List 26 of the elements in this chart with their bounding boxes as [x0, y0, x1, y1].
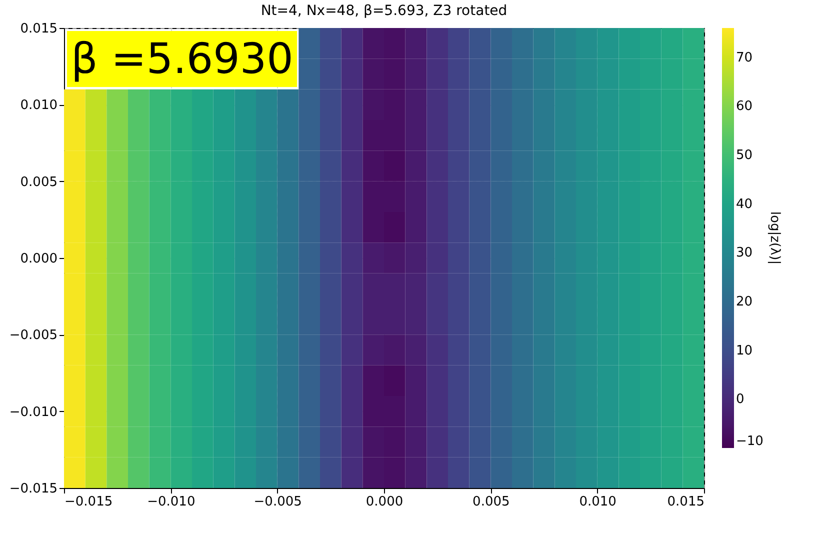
y-tick-label: −0.010 — [9, 404, 58, 420]
color-bar-label: 50 — [736, 148, 753, 163]
x-tick-label: −0.015 — [64, 494, 113, 510]
y-tick-label: 0.015 — [20, 22, 58, 36]
x-tick-label: 0.000 — [366, 494, 404, 510]
annotation: β =5.6930 — [67, 31, 298, 87]
y-tick-label: −0.015 — [9, 482, 58, 496]
color-bar-label: 70 — [736, 50, 753, 66]
y-tick-label: 0.005 — [20, 174, 58, 190]
color-bar-label: 60 — [736, 99, 753, 114]
x-tick-label: 0.005 — [472, 494, 510, 510]
color-bar-title: log|z(λ)| — [767, 211, 782, 265]
x-tick-label: 0.010 — [579, 494, 616, 510]
color-bar-label: −10 — [736, 434, 764, 449]
y-tick-label: 0.000 — [20, 252, 58, 266]
x-tick-label: −0.010 — [147, 494, 196, 510]
y-tick-label: −0.005 — [9, 328, 58, 344]
color-bar-label: 20 — [736, 294, 753, 310]
color-bar-label: 0 — [736, 392, 744, 408]
x-tick-label: −0.005 — [254, 494, 302, 510]
chart-title: Nt=4, Nx=48, β=5.693, Z3 rotated — [260, 3, 508, 19]
color-bar-label: 10 — [736, 343, 753, 358]
y-tick-label: 0.010 — [20, 98, 58, 114]
x-tick-label: 0.015 — [667, 494, 704, 510]
color-bar-label: 40 — [736, 196, 753, 212]
color-bar-label: 30 — [736, 246, 753, 261]
